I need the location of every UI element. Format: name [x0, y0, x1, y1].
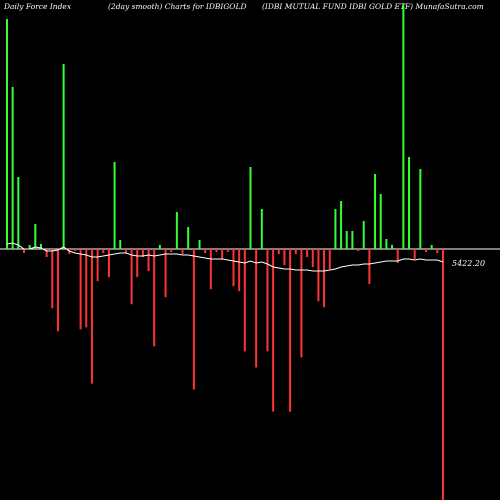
negative-bar: [368, 249, 371, 285]
positive-bar: [11, 87, 14, 249]
negative-bar: [311, 249, 314, 268]
negative-bar: [107, 249, 110, 278]
negative-bar: [124, 249, 127, 254]
negative-bar: [413, 249, 416, 260]
positive-bar: [198, 240, 201, 249]
negative-bar: [255, 249, 258, 368]
negative-bar: [294, 249, 297, 255]
negative-bar: [153, 249, 156, 347]
negative-bar: [300, 249, 303, 358]
negative-bar: [73, 249, 76, 252]
negative-bar: [215, 249, 218, 253]
positive-bar: [187, 227, 190, 249]
positive-bar: [402, 4, 405, 249]
negative-bar: [317, 249, 320, 302]
negative-bar: [96, 249, 99, 282]
negative-bar: [192, 249, 195, 390]
negative-bar: [136, 249, 139, 278]
negative-bar: [396, 249, 399, 264]
negative-bar: [56, 249, 59, 332]
negative-bar: [102, 249, 105, 254]
negative-bar: [436, 249, 439, 254]
negative-bar: [45, 249, 48, 258]
positive-bar: [119, 240, 122, 249]
chart-center-title: (2day smooth) Charts for IDBIGOLD: [108, 2, 247, 11]
negative-bar: [238, 249, 241, 292]
negative-bar: [130, 249, 133, 305]
positive-bar: [340, 201, 343, 249]
negative-bar: [357, 249, 360, 252]
negative-bar: [85, 249, 88, 328]
positive-bar: [17, 177, 20, 249]
positive-bar: [345, 231, 348, 249]
positive-bar: [34, 224, 37, 249]
negative-bar: [90, 249, 93, 384]
negative-bar: [170, 249, 173, 253]
negative-bar: [323, 249, 326, 308]
chart-left-title: Daily Force Index: [4, 2, 72, 11]
negative-bar: [51, 249, 54, 309]
negative-bar: [243, 249, 246, 352]
negative-bar: [425, 249, 428, 253]
negative-bar: [221, 249, 224, 260]
positive-bar: [6, 19, 8, 249]
positive-bar: [374, 174, 377, 249]
negative-bar: [209, 249, 212, 290]
negative-bar: [266, 249, 269, 352]
positive-bar: [260, 209, 263, 249]
positive-bar: [158, 245, 161, 249]
positive-bar: [408, 157, 411, 249]
negative-bar: [232, 249, 235, 287]
negative-bar: [141, 249, 144, 258]
positive-bar: [391, 245, 394, 249]
negative-bar: [277, 249, 280, 255]
positive-bar: [113, 162, 116, 249]
last-value-label: 5422.20: [452, 259, 486, 268]
negative-bar: [306, 249, 309, 258]
negative-bar: [79, 249, 82, 330]
chart-right-title: (IDBI MUTUAL FUND IDBI GOLD ETF) MunafaS…: [262, 2, 484, 11]
negative-bar: [22, 249, 25, 254]
negative-bar: [442, 249, 444, 500]
positive-bar: [362, 221, 365, 249]
negative-bar: [328, 249, 331, 270]
positive-bar: [28, 245, 31, 249]
negative-bar: [226, 249, 229, 253]
negative-bar: [164, 249, 167, 298]
positive-bar: [175, 212, 178, 249]
smooth-line: [6, 242, 444, 272]
positive-bar: [430, 245, 433, 249]
positive-bar: [39, 244, 42, 249]
positive-bar: [334, 209, 337, 249]
positive-bar: [249, 167, 252, 249]
positive-bar: [379, 194, 382, 249]
positive-bar: [351, 231, 354, 249]
negative-bar: [181, 249, 184, 255]
positive-bar: [62, 64, 65, 249]
negative-bar: [147, 249, 150, 272]
positive-bar: [419, 169, 422, 249]
negative-bar: [272, 249, 275, 412]
positive-bar: [385, 239, 388, 249]
negative-bar: [204, 249, 207, 254]
negative-bar: [283, 249, 286, 266]
negative-bar: [289, 249, 292, 412]
